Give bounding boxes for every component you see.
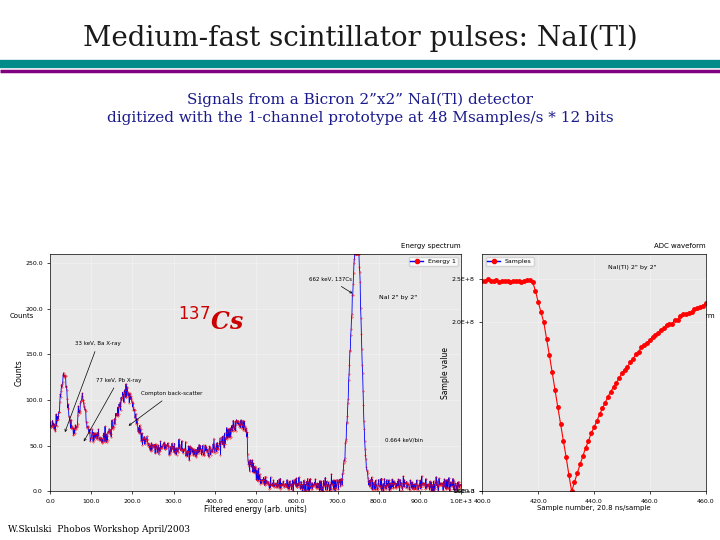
Text: 662 keV, 137Cs: 662 keV, 137Cs bbox=[309, 277, 352, 293]
Text: Counts: Counts bbox=[10, 313, 35, 319]
Legend: Energy 1: Energy 1 bbox=[408, 257, 458, 266]
Text: Energy spectrum: Energy spectrum bbox=[401, 243, 461, 249]
Text: Sample value: Sample value bbox=[348, 313, 395, 319]
Legend: Samples: Samples bbox=[485, 257, 534, 266]
Text: ADC waveform: ADC waveform bbox=[654, 243, 706, 249]
Text: Compton back-scatter: Compton back-scatter bbox=[129, 392, 202, 426]
Text: NaI(Tl) 2" by 2": NaI(Tl) 2" by 2" bbox=[608, 265, 657, 270]
Y-axis label: Counts: Counts bbox=[14, 359, 24, 386]
Text: digitized with the 1-channel prototype at 48 Msamples/s * 12 bits: digitized with the 1-channel prototype a… bbox=[107, 111, 613, 125]
Text: NaI 2" by 2": NaI 2" by 2" bbox=[379, 295, 417, 300]
Text: 77 keV, Pb X-ray: 77 keV, Pb X-ray bbox=[84, 378, 141, 441]
Y-axis label: Sample value: Sample value bbox=[441, 347, 451, 399]
Text: Medium-fast scintillator pulses: NaI(Tl): Medium-fast scintillator pulses: NaI(Tl) bbox=[83, 24, 637, 52]
Text: $^{137}$Cs: $^{137}$Cs bbox=[178, 309, 244, 336]
X-axis label: Filtered energy (arb. units): Filtered energy (arb. units) bbox=[204, 505, 307, 515]
X-axis label: Sample number, 20.8 ns/sample: Sample number, 20.8 ns/sample bbox=[537, 505, 651, 511]
Text: 0.664 keV/bin: 0.664 keV/bin bbox=[385, 437, 423, 442]
Text: Signals from a Bicron 2”x2” NaI(Tl) detector: Signals from a Bicron 2”x2” NaI(Tl) dete… bbox=[187, 93, 533, 107]
Text: Energy spectrum: Energy spectrum bbox=[280, 313, 340, 319]
Text: 33 keV, Ba X-ray: 33 keV, Ba X-ray bbox=[65, 341, 121, 431]
Text: W.Skulski  Phobos Workshop April/2003: W.Skulski Phobos Workshop April/2003 bbox=[8, 525, 190, 535]
Text: ADC waveform: ADC waveform bbox=[663, 313, 715, 319]
